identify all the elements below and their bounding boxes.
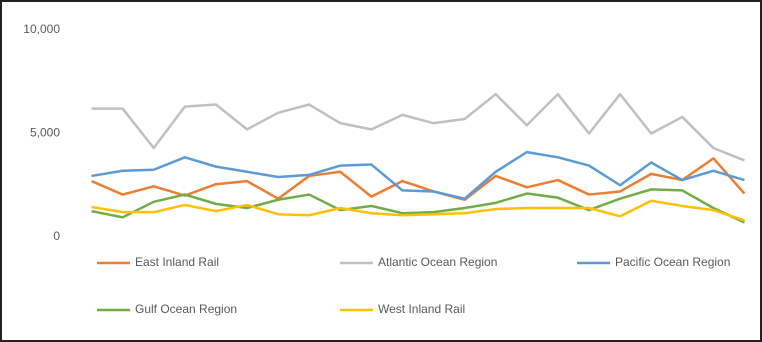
legend-label: West Inland Rail [378, 302, 465, 316]
legend-label: East Inland Rail [135, 255, 219, 269]
series-line [91, 188, 745, 224]
series-line [91, 92, 745, 162]
y-tick-label: 10,000 [23, 22, 60, 36]
y-tick-label: 5,000 [30, 126, 60, 140]
series-line [91, 157, 746, 201]
legend-label: Atlantic Ocean Region [378, 255, 497, 269]
series-line [91, 150, 745, 200]
series-line [91, 199, 745, 222]
y-tick-label: 0 [53, 229, 60, 243]
legend-label: Gulf Ocean Region [135, 302, 237, 316]
legend-label: Pacific Ocean Region [615, 255, 730, 269]
